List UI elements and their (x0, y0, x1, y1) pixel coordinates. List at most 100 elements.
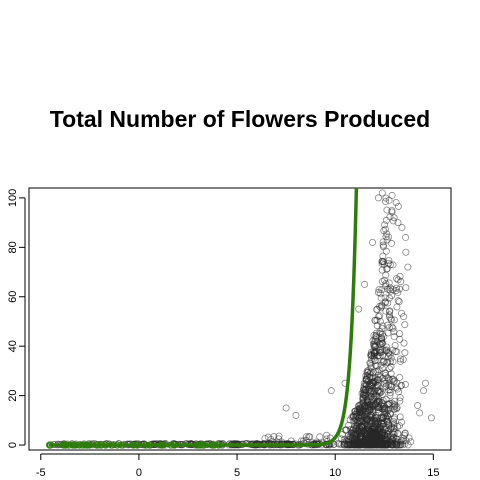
data-point (390, 328, 398, 336)
data-point (388, 292, 396, 300)
data-point (382, 216, 390, 224)
points-layer (49, 189, 435, 449)
data-point (386, 389, 394, 397)
data-point (282, 404, 290, 412)
data-point (392, 287, 400, 295)
data-point (377, 441, 385, 449)
data-point (379, 351, 387, 359)
data-point (392, 441, 400, 449)
data-point (400, 313, 408, 321)
data-point (366, 389, 374, 397)
curve-point (196, 441, 204, 449)
data-point (390, 377, 398, 385)
data-point (386, 213, 394, 221)
data-point (393, 303, 401, 311)
data-point (387, 316, 395, 324)
data-point (363, 438, 371, 446)
data-point (378, 260, 386, 268)
curve-point (71, 441, 79, 449)
data-point (392, 284, 400, 292)
data-point (358, 424, 366, 432)
data-point (394, 289, 402, 297)
curve-point (83, 441, 92, 449)
data-point (344, 432, 352, 440)
data-point (377, 294, 385, 302)
data-point (351, 422, 359, 430)
data-point (427, 414, 435, 422)
data-point (381, 294, 389, 302)
data-point (391, 405, 399, 413)
data-point (370, 395, 378, 403)
data-point (373, 305, 381, 313)
data-point (370, 354, 378, 362)
data-point (371, 335, 379, 343)
data-point (380, 258, 388, 266)
x-tick-label: 0 (136, 467, 142, 479)
data-point (381, 221, 389, 229)
data-point (363, 397, 371, 405)
curve-point (69, 441, 77, 449)
y-tick-label: 40 (7, 340, 19, 352)
data-point (387, 410, 395, 418)
data-point (407, 438, 415, 446)
data-point (382, 379, 390, 387)
data-point (388, 399, 396, 407)
data-point (390, 214, 398, 222)
curve-point (167, 441, 175, 449)
curve-point (159, 441, 167, 449)
data-point (372, 368, 380, 376)
plot-frame (28, 187, 452, 451)
data-point (368, 436, 376, 444)
data-point (378, 340, 386, 348)
data-point (359, 386, 367, 394)
data-point (396, 373, 404, 381)
data-point (327, 387, 335, 395)
data-point (394, 430, 402, 438)
data-point (381, 439, 389, 447)
data-point (353, 412, 361, 420)
data-point (377, 419, 385, 427)
data-point (371, 417, 379, 425)
curve-point (210, 441, 218, 449)
data-point (264, 433, 272, 441)
data-point (378, 337, 386, 345)
data-point (375, 366, 383, 374)
x-tick-label: 5 (234, 467, 240, 479)
data-point (395, 422, 403, 430)
data-point (397, 381, 405, 389)
chart-title: Total Number of Flowers Produced (50, 106, 430, 132)
data-point (360, 440, 368, 448)
data-point (381, 431, 389, 439)
data-point (385, 311, 393, 319)
data-point (361, 392, 369, 400)
data-point (400, 339, 408, 347)
data-point (386, 358, 394, 366)
data-point (396, 355, 404, 363)
data-point (383, 206, 391, 214)
data-point (362, 376, 370, 384)
data-point (381, 346, 389, 354)
data-point (404, 263, 412, 271)
data-point (316, 433, 324, 441)
data-point (361, 280, 369, 288)
data-point (385, 279, 393, 287)
data-point (401, 381, 409, 389)
data-point (393, 385, 401, 393)
data-point (355, 305, 363, 313)
data-point (394, 297, 402, 305)
data-point (385, 365, 393, 373)
data-point (382, 247, 390, 255)
data-point (385, 308, 393, 316)
data-point (402, 284, 410, 292)
data-point (340, 441, 348, 449)
curve-point (133, 441, 141, 449)
data-point (377, 341, 385, 349)
data-point (342, 437, 350, 445)
data-point (350, 413, 358, 421)
data-point (366, 370, 374, 378)
curve-layer (46, 187, 359, 449)
curve-point (129, 441, 137, 449)
data-point (389, 428, 397, 436)
data-point (395, 285, 403, 293)
data-point (390, 401, 398, 409)
